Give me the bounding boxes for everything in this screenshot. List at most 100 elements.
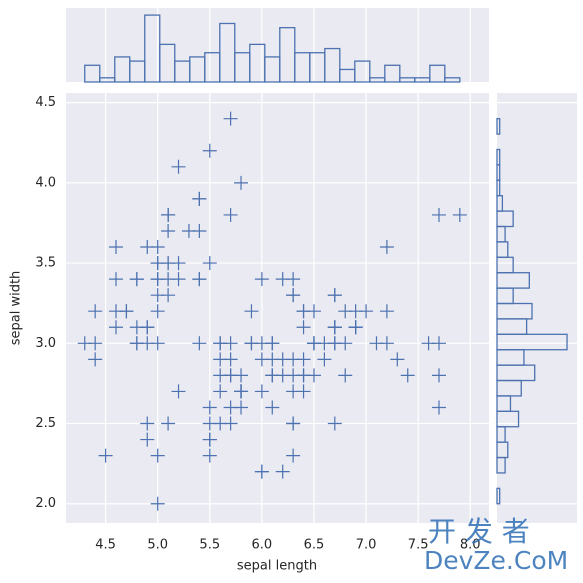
scatter-marker [192,191,207,206]
scatter-marker [129,272,144,287]
scatter-marker [286,384,301,399]
scatter-marker [150,448,165,463]
scatter-marker [244,304,259,319]
scatter-marker [431,400,446,415]
scatter-marker [379,240,394,255]
scatter-marker [254,352,269,367]
scatter-marker [150,288,165,303]
scatter-marker [202,256,217,271]
scatter-marker [192,272,207,287]
scatter-marker [202,432,217,447]
histogram-bar [496,118,501,135]
scatter-marker [254,384,269,399]
scatter-marker [213,368,228,383]
scatter-marker [98,448,113,463]
scatter-marker [286,352,301,367]
y-tick-label: 4.5 [35,95,56,110]
scatter-marker [327,320,342,335]
scatter-marker [390,352,405,367]
scatter-marker [244,336,259,351]
scatter-marker [431,207,446,222]
scatter-marker [275,272,290,287]
scatter-marker [431,336,446,351]
scatter-marker [234,384,249,399]
histogram-bar [496,302,533,320]
scatter-marker [88,336,103,351]
scatter-marker [327,336,342,351]
scatter-marker [338,304,353,319]
watermark: DevZe.CoM [424,546,568,575]
y-tick-label: 4.0 [35,175,56,190]
scatter-marker [109,320,124,335]
scatter-marker [140,320,155,335]
x-tick-label: 5.0 [147,538,168,553]
scatter-marker [306,336,321,351]
scatter-marker [181,223,196,238]
scatter-marker [150,336,165,351]
scatter-marker [379,304,394,319]
scatter-marker [223,416,238,431]
x-tick-label: 4.5 [95,538,116,553]
histogram-bar [496,333,568,351]
scatter-marker [348,320,363,335]
histogram-bar [496,148,501,166]
scatter-marker [265,400,280,415]
scatter-marker [129,336,144,351]
scatter-marker [275,464,290,479]
scatter-marker [286,288,301,303]
scatter-marker [223,207,238,222]
x-tick-label: 5.5 [199,538,220,553]
scatter-marker [202,416,217,431]
scatter-marker [254,272,269,287]
histogram-bar [444,77,461,83]
scatter-marker [150,496,165,511]
scatter-marker [379,336,394,351]
scatter-marker [286,448,301,463]
scatter-marker [140,432,155,447]
scatter-marker [223,352,238,367]
main-axes [66,93,489,523]
y-axis-label: sepal width [9,271,24,346]
scatter-marker [192,336,207,351]
x-tick-label: 7.0 [356,538,377,553]
scatter-marker [452,207,467,222]
scatter-marker [296,304,311,319]
scatter-marker [202,400,217,415]
histogram-bar [384,64,401,83]
y-tick-label: 2.0 [35,496,56,511]
histogram-bar [496,210,514,228]
x-axis-label: sepal length [237,559,317,574]
scatter-marker [140,240,155,255]
scatter-marker [234,368,249,383]
scatter-marker [109,304,124,319]
x-tick-label: 8.0 [460,538,481,553]
histogram-bar [496,487,501,505]
scatter-marker [286,416,301,431]
x-tick-label: 6.5 [304,538,325,553]
y-tick-label: 2.5 [35,416,56,431]
scatter-marker [338,368,353,383]
scatter-marker [140,416,155,431]
scatter-marker [161,416,176,431]
scatter-marker [150,256,165,271]
scatter-marker [254,464,269,479]
scatter-marker [400,368,415,383]
watermark: 开 发 者 [428,515,530,548]
scatter-marker [286,368,301,383]
scatter-marker [234,400,249,415]
scatter-marker [234,175,249,190]
scatter-marker [202,448,217,463]
scatter-marker [161,272,176,287]
scatter-marker [171,159,186,174]
plot-layer: 4.5 5.0 5.5 6.0 6.5 7.0 7.5 8.0 2.0 2.5 3.0 3.5 4.0 4… [35,8,577,553]
scatter-marker [202,143,217,158]
x-tick-label: 6.0 [252,538,273,553]
histogram-bar [84,64,101,83]
scatter-marker [317,352,332,367]
scatter-marker [296,320,311,335]
y-tick-label: 3.0 [35,336,56,351]
scatter-marker [223,111,238,126]
scatter-marker [223,336,238,351]
right-marginal-axes [497,93,577,523]
